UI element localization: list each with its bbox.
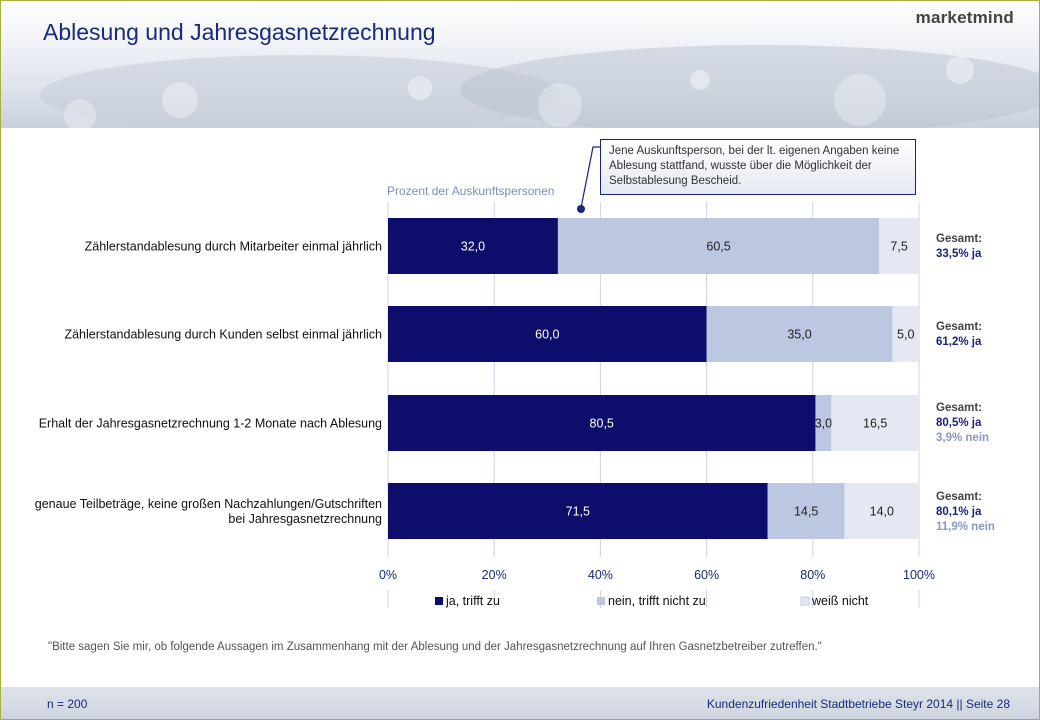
total-4: Gesamt: 80,1% ja 11,9% nein bbox=[936, 490, 995, 535]
survey-question: "Bitte sagen Sie mir, ob folgende Aussag… bbox=[48, 641, 822, 653]
x-tick-label: 20% bbox=[482, 568, 507, 582]
data-label: 3,0 bbox=[815, 417, 832, 431]
footer-source: Kundenzufriedenheit Stadtbetriebe Steyr … bbox=[706, 697, 1010, 711]
x-tick-label: 80% bbox=[800, 568, 825, 582]
data-label: 71,5 bbox=[566, 505, 590, 519]
total-label: Gesamt: bbox=[936, 321, 983, 333]
total-label: Gesamt: bbox=[936, 402, 983, 414]
total-ja: 61,2% ja bbox=[936, 336, 982, 348]
category-label: Zählerstandablesung durch Kunden selbst … bbox=[64, 328, 382, 342]
legend-swatch bbox=[800, 596, 810, 606]
total-2: Gesamt: 61,2% ja bbox=[936, 320, 982, 350]
bar-segment bbox=[844, 483, 919, 539]
data-label: 16,5 bbox=[863, 417, 887, 431]
footer: n = 200 Kundenzufriedenheit Stadtbetrieb… bbox=[0, 687, 1040, 720]
legend-label: nein, trifft nicht zu bbox=[608, 594, 706, 608]
data-label: 60,5 bbox=[706, 240, 730, 254]
total-ja: 80,5% ja bbox=[936, 417, 982, 429]
x-tick-label: 100% bbox=[903, 568, 935, 582]
x-tick-label: 40% bbox=[588, 568, 613, 582]
data-label: 5,0 bbox=[897, 328, 914, 342]
stacked-bar-chart: Prozent der Auskunftspersonen 0% 20% 40% 60%… bbox=[35, 146, 935, 608]
legend-swatch bbox=[435, 597, 443, 605]
callout-box: Jene Auskunftsperson, bei der lt. eigene… bbox=[600, 139, 916, 195]
banner-background bbox=[40, 45, 1040, 128]
bar-segment bbox=[892, 306, 919, 362]
bar-segment bbox=[706, 306, 893, 362]
x-tick-label: 0% bbox=[379, 568, 397, 582]
total-3: Gesamt: 80,5% ja 3,9% nein bbox=[936, 401, 989, 446]
legend-label: ja, trifft zu bbox=[445, 594, 500, 608]
total-nein: 3,9% nein bbox=[936, 432, 990, 444]
callout-dot bbox=[577, 205, 585, 213]
bar-segment bbox=[557, 218, 880, 274]
legend-label: weiß nicht bbox=[811, 594, 869, 608]
sample-size: n = 200 bbox=[47, 697, 88, 711]
logo: marketmind bbox=[915, 8, 1014, 27]
bar-segment bbox=[388, 306, 707, 362]
total-ja: 80,1% ja bbox=[936, 506, 982, 518]
total-label: Gesamt: bbox=[936, 491, 983, 503]
total-ja: 33,5% ja bbox=[936, 248, 982, 260]
bar-segment bbox=[388, 218, 558, 274]
data-label: 14,5 bbox=[794, 505, 818, 519]
legend-swatch bbox=[597, 597, 605, 605]
total-nein: 11,9% nein bbox=[936, 521, 995, 533]
page-title: Ablesung und Jahresgasnetzrechnung bbox=[43, 19, 436, 45]
bar-segment bbox=[767, 483, 845, 539]
x-tick-label: 60% bbox=[694, 568, 719, 582]
data-label: 14,0 bbox=[870, 505, 894, 519]
data-label: 35,0 bbox=[787, 328, 811, 342]
data-label: 60,0 bbox=[535, 328, 559, 342]
bar-segment bbox=[388, 395, 816, 451]
category-label: Zählerstandablesung durch Mitarbeiter ei… bbox=[85, 240, 382, 254]
bar-segment bbox=[831, 395, 919, 451]
total-label: Gesamt: bbox=[936, 233, 983, 245]
bar-segment bbox=[879, 218, 919, 274]
data-label: 7,5 bbox=[890, 240, 907, 254]
bar-segment bbox=[388, 483, 768, 539]
total-1: Gesamt: 33,5% ja bbox=[936, 232, 982, 262]
data-label: 80,5 bbox=[590, 417, 614, 431]
x-axis-label: Prozent der Auskunftspersonen bbox=[387, 184, 554, 198]
bar-segment bbox=[815, 395, 832, 451]
data-label: 32,0 bbox=[461, 240, 485, 254]
header-banner: Ablesung und Jahresgasnetzrechnung marke… bbox=[0, 0, 1040, 128]
category-label: genaue Teilbeträge, keine großen Nachzah… bbox=[35, 497, 382, 526]
category-label: Erhalt der Jahresgasnetzrechnung 1-2 Mon… bbox=[39, 417, 382, 431]
callout-leader bbox=[580, 146, 600, 209]
